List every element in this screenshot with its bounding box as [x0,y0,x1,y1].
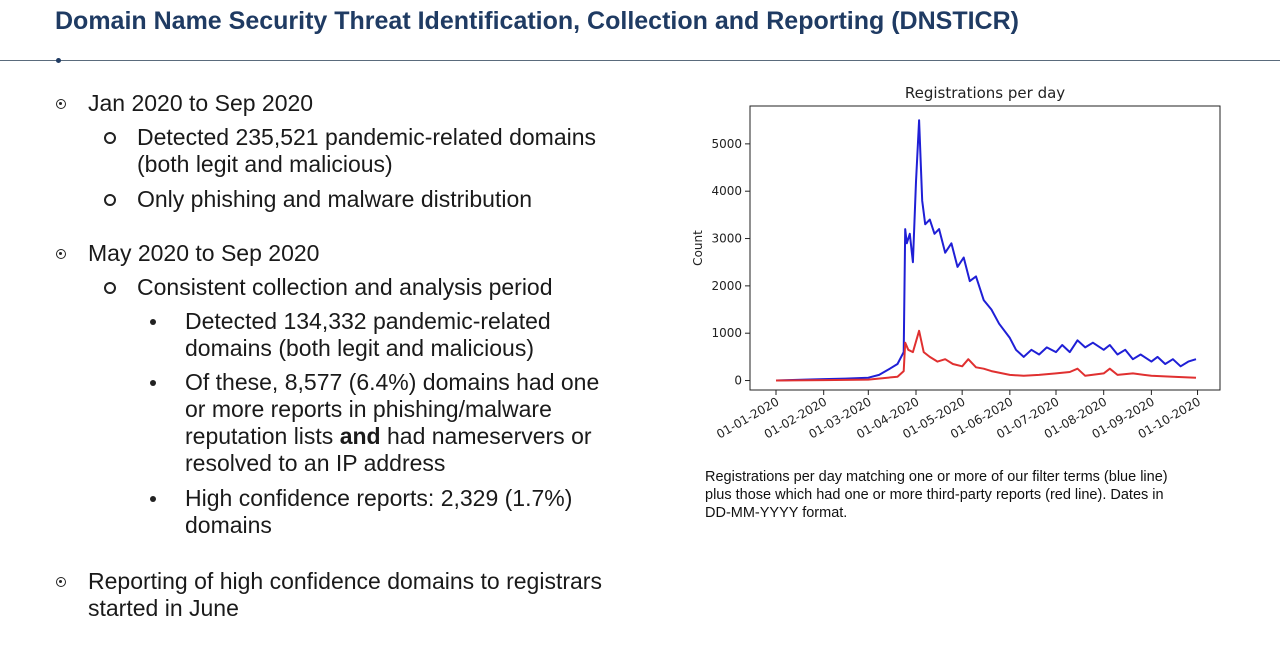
y-tick-label: 4000 [711,184,742,198]
slide-title: Domain Name Security Threat Identificati… [55,7,1019,35]
sub-bullet-detected-235521: Detected 235,521 pandemic-related domain… [137,124,597,177]
bullet-reporting-registrars: Reporting of high confidence domains to … [88,568,602,621]
plot-frame [749,105,1221,391]
y-tick-label: 5000 [711,137,742,151]
y-tick-label: 3000 [711,232,742,246]
emphasis-and: and [339,423,381,449]
sub-bullet-marker [104,282,116,294]
divider-dot [56,58,61,63]
sub-bullet-phishing-malware: Only phishing and malware distribution [137,186,533,212]
title-divider [0,60,1280,61]
chart-title: Registrations per day [905,84,1065,102]
sub-sub-bullet-high-confidence: High confidence reports: 2,329 (1.7%) do… [185,485,573,538]
bullet-marker [56,249,66,259]
y-tick-label: 1000 [711,326,742,340]
sub-sub-bullet-marker [150,496,156,502]
registrations-chart: Registrations per day 0 1000 2000 3000 4000 50… [691,84,1221,441]
sub-sub-bullet-detected-134332: Detected 134,332 pandemic-related domain… [185,308,551,361]
sub-bullet-collection-period: Consistent collection and analysis perio… [137,274,553,300]
blue-series-line [775,119,1197,382]
chart-caption: Registrations per day matching one or mo… [705,469,1168,521]
sub-sub-bullet-8577-domains: Of these, 8,577 (6.4%) domains had one o… [185,369,600,476]
sub-sub-bullet-marker [150,380,156,386]
bullet-list: Jan 2020 to Sep 2020 Detected 235,521 pa… [56,90,602,621]
bullet-marker [56,577,66,587]
y-axis-label: Count [691,230,705,266]
y-tick-label: 2000 [711,279,742,293]
bullet-marker [56,99,66,109]
sub-bullet-marker [104,132,116,144]
bullet-jan-sep: Jan 2020 to Sep 2020 [88,90,314,116]
sub-bullet-marker [104,194,116,206]
bullet-may-sep: May 2020 to Sep 2020 [88,240,320,266]
red-series-line [775,329,1197,382]
y-tick-label: 0 [734,374,742,388]
sub-sub-bullet-marker [150,319,156,325]
